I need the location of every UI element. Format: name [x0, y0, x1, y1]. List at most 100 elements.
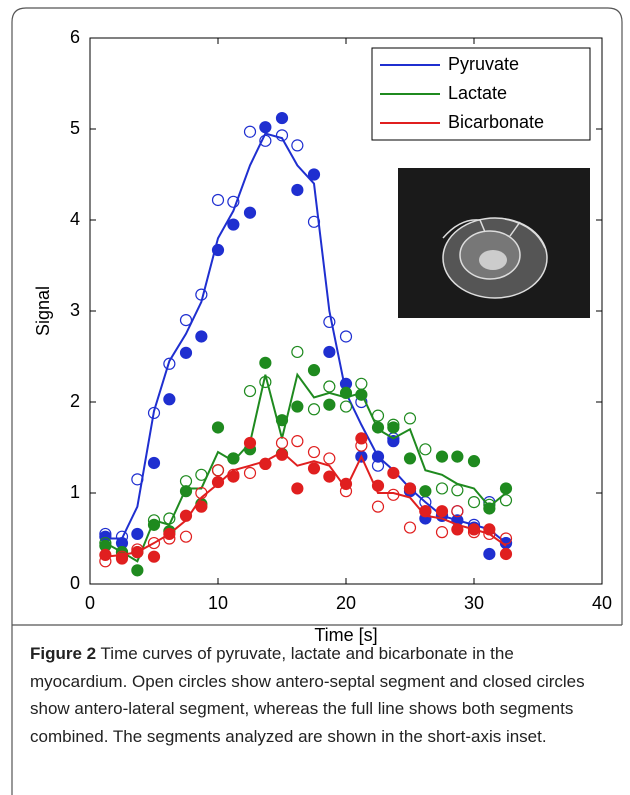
closed-circle [243, 436, 257, 450]
y-tick-label: 4 [70, 209, 80, 229]
open-circle [211, 464, 225, 477]
closed-circle [483, 502, 496, 515]
closed-circle [387, 421, 400, 434]
closed-circle [371, 450, 385, 463]
closed-circle [227, 470, 240, 483]
closed-circle [259, 356, 272, 369]
open-circle [435, 482, 449, 495]
closed-circle [323, 470, 336, 483]
open-circle [499, 532, 513, 545]
closed-circle [435, 450, 449, 463]
closed-circle [355, 388, 368, 401]
closed-circle [483, 523, 496, 536]
closed-circle [499, 547, 513, 561]
closed-circle [419, 505, 432, 518]
open-circle [291, 345, 304, 359]
open-circle [307, 445, 321, 459]
legend-label: Lactate [448, 83, 507, 103]
closed-circle [435, 505, 449, 518]
closed-circle [275, 448, 289, 461]
closed-circle [355, 432, 368, 445]
closed-circle [227, 452, 240, 465]
x-tick-label: 30 [464, 593, 484, 613]
open-circle [179, 475, 193, 488]
open-circle [163, 357, 176, 370]
open-circle [371, 409, 385, 422]
closed-circle [291, 183, 304, 197]
closed-circle [259, 457, 272, 470]
closed-circle [291, 482, 304, 495]
legend-label: Bicarbonate [448, 112, 544, 132]
open-circle [195, 288, 208, 301]
open-circle [211, 193, 225, 207]
y-axis-label: Signal [33, 286, 53, 336]
open-circle [323, 380, 336, 393]
closed-circle [499, 482, 513, 495]
x-tick-label: 10 [208, 593, 228, 613]
closed-circle [371, 421, 385, 434]
open-circle [371, 500, 385, 513]
open-circle [451, 505, 464, 518]
closed-circle [307, 462, 321, 475]
open-circle [355, 377, 368, 390]
legend-label: Pyruvate [448, 54, 519, 74]
closed-circle [403, 482, 417, 495]
closed-circle [99, 548, 112, 561]
open-circle [323, 315, 336, 329]
closed-circle [131, 546, 144, 559]
series-line [104, 372, 507, 563]
closed-circle [211, 243, 225, 257]
closed-circle [307, 168, 321, 181]
open-circle [499, 494, 513, 507]
closed-circle [483, 547, 496, 561]
open-circle [387, 488, 400, 501]
closed-circle [259, 121, 272, 134]
closed-circle [387, 466, 400, 480]
closed-circle [291, 400, 304, 413]
closed-circle [467, 455, 481, 468]
open-circle [243, 466, 257, 480]
closed-circle [147, 550, 161, 563]
closed-circle [179, 346, 193, 359]
open-circle [291, 139, 304, 152]
open-circle [403, 521, 417, 534]
caption-text: Time curves of pyruvate, lactate and bic… [30, 644, 585, 746]
open-circle [307, 215, 321, 228]
open-circle [275, 129, 289, 142]
closed-circle [131, 527, 144, 541]
closed-circle [147, 456, 161, 470]
open-circle [275, 436, 289, 450]
open-circle [339, 400, 353, 413]
x-tick-label: 0 [85, 593, 95, 613]
series-line [105, 450, 507, 558]
open-circle [435, 526, 449, 539]
open-circle [195, 486, 208, 500]
open-circle [147, 536, 161, 550]
open-circle [451, 484, 464, 497]
open-circle [419, 443, 432, 456]
inset [398, 168, 590, 318]
open-circle [179, 530, 193, 543]
closed-circle [179, 485, 193, 498]
closed-circle [131, 564, 144, 577]
closed-circle [115, 552, 129, 565]
closed-circle [147, 518, 161, 531]
closed-circle [323, 345, 336, 359]
closed-circle [419, 485, 432, 498]
open-circle [403, 412, 417, 425]
closed-circle [275, 414, 289, 427]
caption-label: Figure 2 [30, 644, 97, 663]
closed-circle [195, 330, 208, 343]
open-circle [179, 314, 193, 327]
open-circle [259, 375, 272, 389]
open-circle [195, 468, 208, 481]
closed-circle [163, 527, 176, 541]
closed-circle [451, 523, 464, 536]
closed-circle [179, 509, 193, 522]
open-circle [147, 406, 161, 420]
closed-circle [227, 218, 240, 231]
closed-circle [339, 477, 353, 490]
closed-circle [211, 475, 225, 489]
closed-circle [371, 479, 385, 492]
